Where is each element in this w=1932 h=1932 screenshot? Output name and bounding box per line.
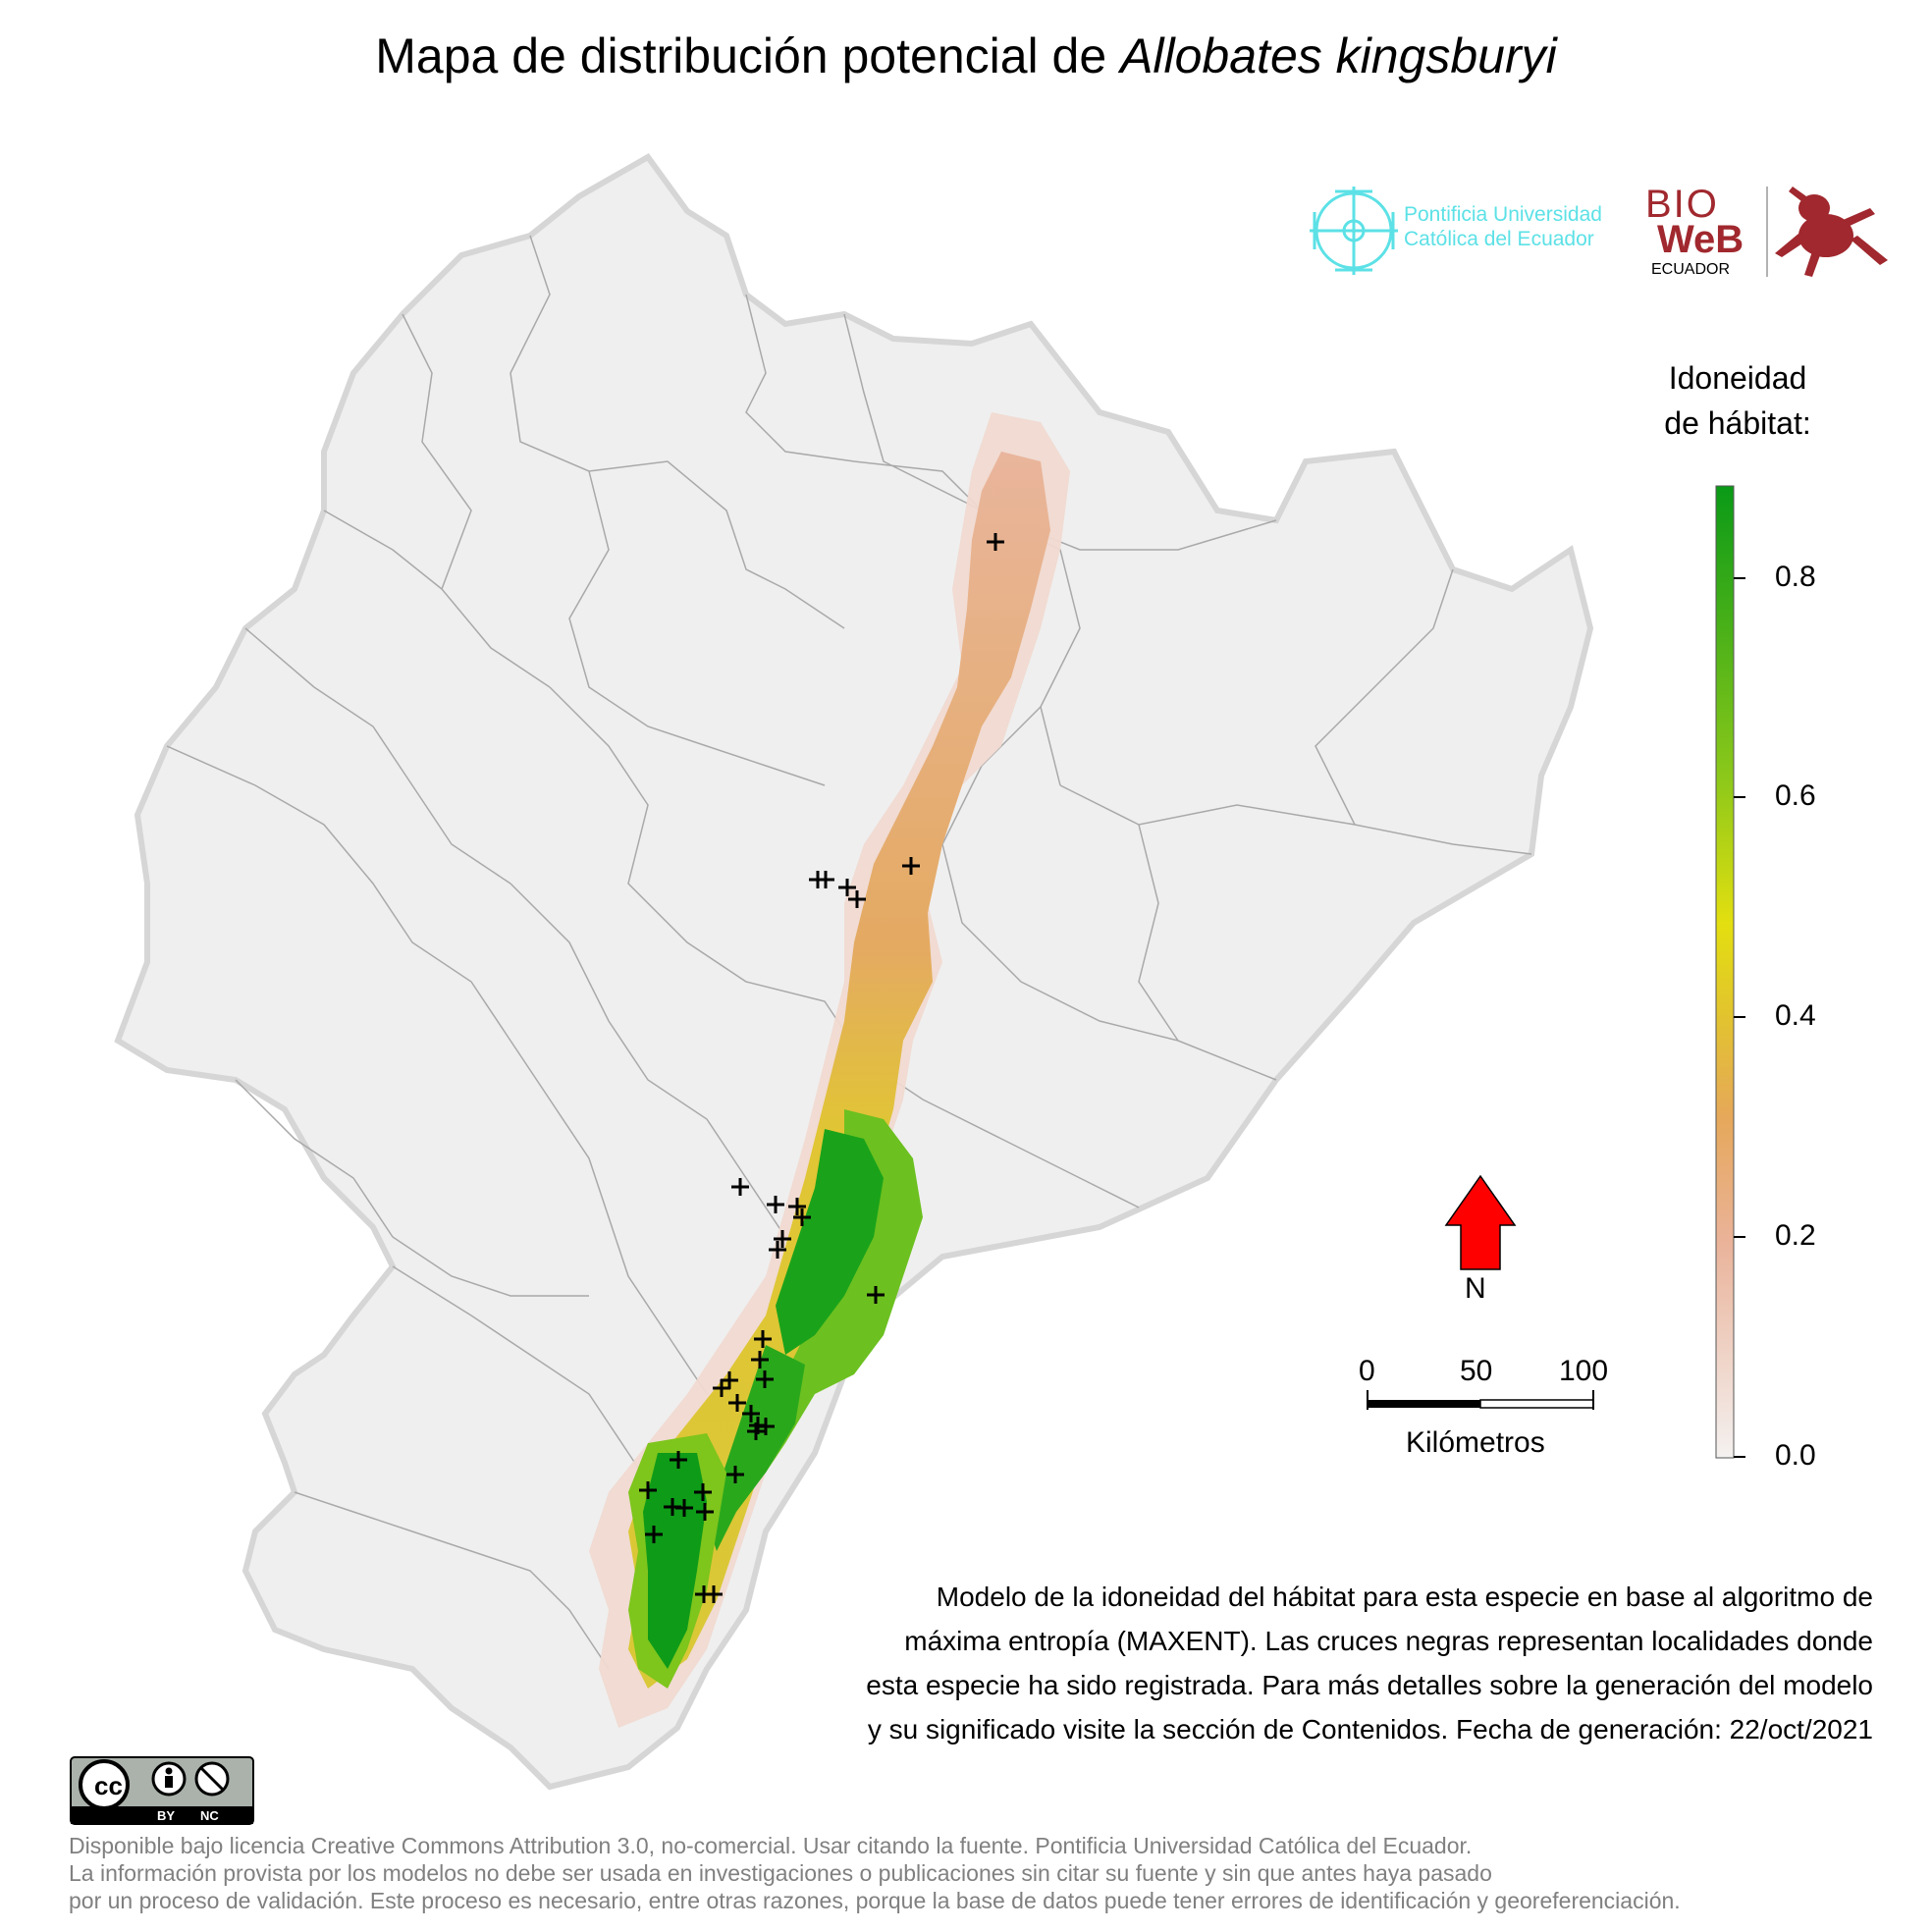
scale-label: 100 <box>1559 1355 1609 1387</box>
record-cross <box>767 1196 784 1213</box>
scale-label: 50 <box>1460 1355 1493 1387</box>
north-arrow-icon <box>1444 1174 1517 1270</box>
bioweb-bio: BIO <box>1645 183 1719 226</box>
cc-nc-label: NC <box>200 1808 219 1823</box>
record-cross <box>728 1394 746 1412</box>
puce-line2: Católica del Ecuador <box>1404 228 1594 250</box>
map-title-prefix: Mapa de distribución potencial de <box>375 28 1107 83</box>
record-cross <box>721 1371 738 1389</box>
puce-line1: Pontificia Universidad <box>1404 203 1602 226</box>
record-cross <box>788 1198 806 1215</box>
record-cross <box>774 1230 791 1248</box>
record-cross <box>757 1418 775 1435</box>
puce-logo-text: Pontificia Universidad Católica del Ecua… <box>1404 202 1602 251</box>
license-line: La información provista por los modelos … <box>69 1860 1492 1886</box>
cc-by-label: BY <box>157 1808 176 1823</box>
bioweb-ecuador: ECUADOR <box>1651 261 1731 278</box>
cc-license-badge <box>70 1756 254 1825</box>
record-cross <box>817 871 834 888</box>
species-name: Allobates kingsburyi <box>1120 28 1557 83</box>
description-line: máxima entropía (MAXENT). Las cruces neg… <box>904 1626 1873 1656</box>
frog-logo-icon <box>1775 187 1888 277</box>
license-text: Disponible bajo licencia Creative Common… <box>69 1832 1681 1914</box>
record-cross <box>848 890 866 908</box>
map-title: Mapa de distribución potencial de Alloba… <box>0 27 1932 84</box>
legend-title-line2: de hábitat: <box>1664 405 1811 441</box>
record-cross <box>902 857 920 875</box>
license-line: por un proceso de validación. Este proce… <box>69 1888 1681 1913</box>
description-line: Modelo de la idoneidad del hábitat para … <box>936 1582 1873 1612</box>
record-cross <box>838 879 856 896</box>
legend-title: Idoneidad de hábitat: <box>1630 355 1846 446</box>
occurrence-records <box>639 533 1004 1603</box>
puce-logo-icon <box>1310 187 1398 275</box>
record-cross <box>675 1499 693 1517</box>
description-line: esta especie ha sido registrada. Para má… <box>866 1670 1873 1700</box>
legend-tick-label: 0.6 <box>1775 779 1816 812</box>
record-cross <box>726 1466 744 1483</box>
legend-tick-label: 0.4 <box>1775 999 1816 1032</box>
bioweb-web: WeB <box>1657 218 1744 261</box>
legend-tick-label: 0.8 <box>1775 561 1816 593</box>
legend-title-line1: Idoneidad <box>1668 360 1807 396</box>
scale-unit: Kilómetros <box>1406 1426 1545 1459</box>
record-cross <box>645 1526 663 1543</box>
record-cross <box>754 1330 772 1348</box>
bioweb-logo: BIO WeB ECUADOR <box>1645 183 1763 281</box>
record-cross <box>694 1483 712 1501</box>
scale-label: 0 <box>1359 1355 1375 1387</box>
license-line: Disponible bajo licencia Creative Common… <box>69 1833 1473 1858</box>
legend-tick-label: 0.2 <box>1775 1219 1816 1252</box>
legend-tick-label: 0.0 <box>1775 1439 1816 1472</box>
north-label: N <box>1465 1272 1486 1305</box>
record-cross <box>670 1451 687 1469</box>
record-cross <box>705 1585 723 1603</box>
scale-bar <box>1367 1390 1594 1410</box>
legend-colorbar <box>1715 485 1745 1459</box>
record-cross <box>756 1370 774 1388</box>
record-cross <box>867 1286 885 1304</box>
record-cross <box>731 1178 749 1196</box>
record-cross <box>713 1379 730 1397</box>
record-cross <box>987 533 1004 551</box>
record-cross <box>696 1503 714 1521</box>
record-cross <box>793 1208 811 1226</box>
record-cross <box>639 1481 657 1499</box>
record-cross <box>747 1422 765 1440</box>
record-cross <box>742 1405 760 1422</box>
record-cross <box>769 1241 786 1259</box>
model-description: Modelo de la idoneidad del hábitat para … <box>774 1575 1873 1751</box>
cc-badge-label: cc <box>94 1771 123 1800</box>
record-cross <box>751 1351 769 1368</box>
description-line: y su significado visite la sección de Co… <box>867 1714 1873 1744</box>
